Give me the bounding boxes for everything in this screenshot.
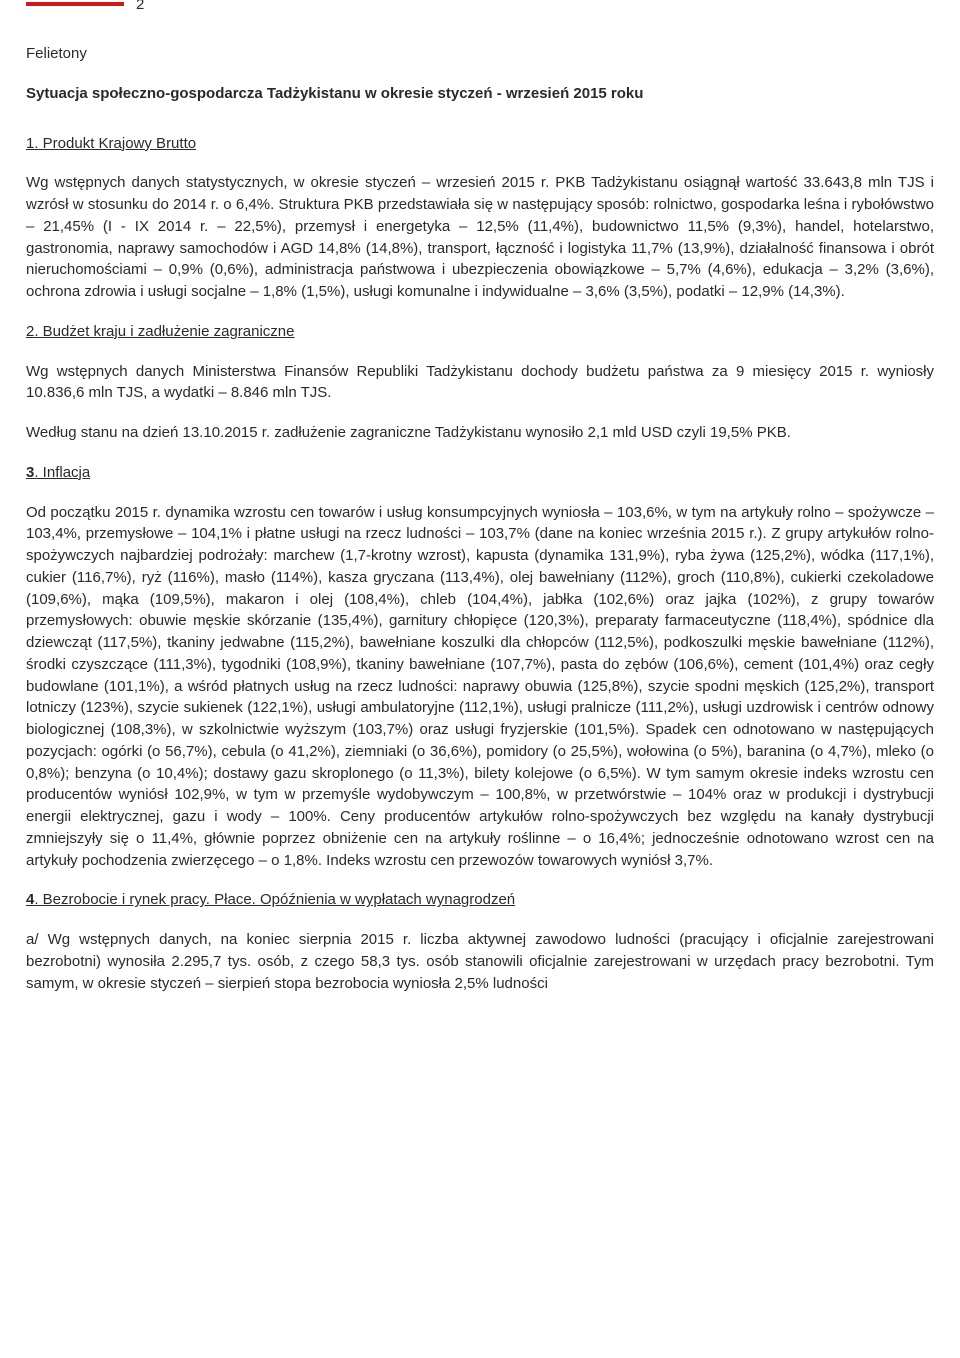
section-text: . Bezrobocie i rynek pracy. Płace. Opóźn… — [34, 891, 515, 908]
body-paragraph: Wg wstępnych danych Ministerstwa Finansó… — [26, 361, 934, 405]
section-heading-4: 4. Bezrobocie i rynek pracy. Płace. Opóź… — [26, 889, 934, 911]
section-text: . Inflacja — [34, 464, 90, 481]
section-heading-2: 2. Budżet kraju i zadłużenie zagraniczne — [26, 321, 934, 343]
section-text: . Budżet kraju i zadłużenie zagraniczne — [34, 323, 294, 340]
section-heading-1: 1. Produkt Krajowy Brutto — [26, 133, 934, 155]
section-heading-3: 3. Inflacja — [26, 462, 934, 484]
category-label: Felietony — [26, 43, 934, 65]
red-accent-bar — [26, 2, 124, 6]
body-paragraph: Od początku 2015 r. dynamika wzrostu cen… — [26, 502, 934, 872]
document-page: 2 Felietony Sytuacja społeczno-gospodarc… — [0, 2, 960, 1024]
body-paragraph: Według stanu na dzień 13.10.2015 r. zadł… — [26, 422, 934, 444]
body-paragraph: a/ Wg wstępnych danych, na koniec sierpn… — [26, 929, 934, 994]
article-title: Sytuacja społeczno-gospodarcza Tadżykist… — [26, 83, 934, 105]
section-text: . Produkt Krajowy Brutto — [34, 135, 196, 152]
page-header-row: 2 — [26, 2, 934, 19]
page-number: 2 — [136, 0, 144, 13]
body-paragraph: Wg wstępnych danych statystycznych, w ok… — [26, 172, 934, 303]
